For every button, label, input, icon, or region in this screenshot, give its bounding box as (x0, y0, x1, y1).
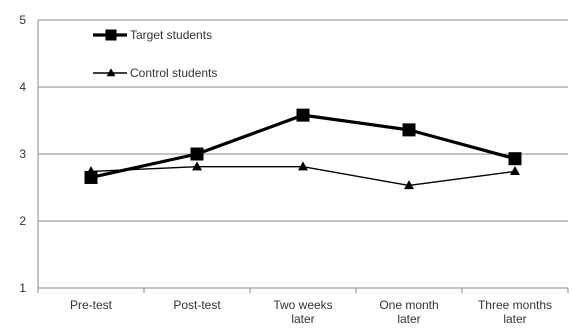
data-point-target (190, 147, 204, 161)
y-tick-label: 4 (19, 80, 26, 94)
y-axis-ticks: 1 2 3 4 5 (19, 13, 26, 295)
x-tick-label: Pre-test (70, 298, 113, 312)
data-point-control (404, 180, 414, 190)
data-point-control (510, 166, 520, 176)
data-point-target (508, 152, 522, 166)
x-tick-label: Three months later (478, 298, 552, 326)
axes (37, 20, 569, 293)
x-tick-label: Post-test (173, 298, 221, 312)
data-point-target (296, 108, 310, 122)
legend-marker-control (106, 68, 116, 77)
x-tick-label: One month later (379, 298, 438, 326)
y-tick-label: 3 (19, 147, 26, 161)
x-tick-label-line: Post-test (173, 298, 221, 312)
y-tick-label: 2 (19, 214, 26, 228)
legend-label-control: Control students (130, 66, 217, 80)
x-tick-label-line: Two weeks (273, 298, 332, 312)
legend-label-target: Target students (130, 28, 212, 42)
x-tick-label-line: One month (379, 298, 438, 312)
gridlines (38, 19, 568, 222)
data-point-control (86, 166, 96, 176)
y-tick-label: 5 (19, 13, 26, 27)
series-group (84, 108, 522, 190)
x-tick-label-line: later (503, 312, 526, 326)
x-tick-label: Two weeks later (273, 298, 332, 326)
legend: Target students Control students (93, 28, 217, 80)
x-tick-label-line: Pre-test (70, 298, 113, 312)
legend-marker-target (105, 29, 117, 41)
x-tick-label-line: Three months (478, 298, 552, 312)
y-tick-label: 1 (19, 281, 26, 295)
x-tick-label-line: later (291, 312, 314, 326)
data-point-control (192, 161, 202, 171)
x-tick-label-line: later (397, 312, 420, 326)
data-point-target (402, 123, 416, 137)
data-point-control (298, 161, 308, 171)
